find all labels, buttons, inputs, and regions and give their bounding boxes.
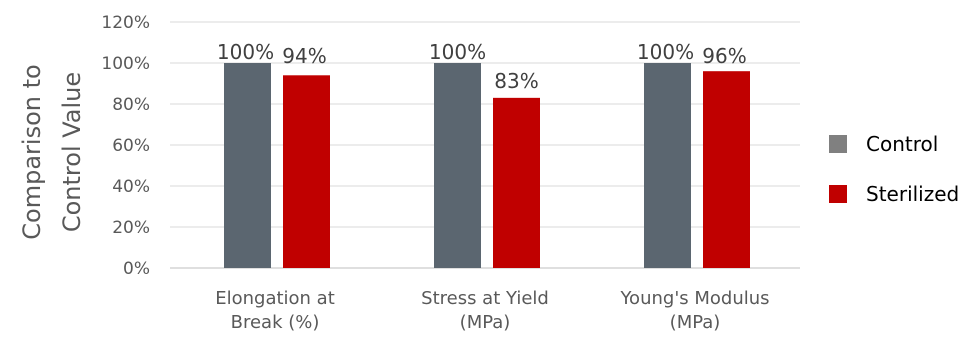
x-category-label: Young's Modulus — [619, 288, 769, 309]
legend-swatch-control — [829, 135, 847, 153]
x-axis-categories: Elongation at Break (%) Stress at Yield (MP… — [215, 288, 769, 333]
bar-sterilized — [493, 97, 540, 268]
y-tick-label: 0% — [123, 259, 150, 279]
gridlines — [170, 21, 800, 269]
x-category-label: (MPa) — [670, 312, 721, 333]
y-tick-label: 100% — [101, 54, 150, 74]
legend-label-control: Control — [866, 132, 938, 156]
data-label: 94% — [282, 44, 326, 68]
legend: Control Sterilized — [829, 132, 959, 206]
y-tick-label: 80% — [112, 95, 150, 115]
y-tick-label: 20% — [112, 218, 150, 238]
x-category-label: (MPa) — [460, 312, 511, 333]
y-axis-label: Comparison to Control Value — [18, 64, 86, 239]
y-tick-label: 40% — [112, 177, 150, 197]
bars — [224, 63, 750, 268]
bar-control — [644, 63, 691, 268]
data-label: 100% — [429, 40, 486, 64]
legend-label-sterilized: Sterilized — [866, 182, 959, 206]
data-labels: 100% 94% 100% 83% 100% 96% — [217, 40, 747, 93]
y-tick-label: 120% — [101, 13, 150, 33]
y-axis-label-line: Comparison to — [18, 64, 46, 239]
y-axis-label-line: Control Value — [58, 72, 86, 232]
y-axis-ticks: 0% 20% 40% 60% 80% 100% 120% — [101, 13, 150, 279]
bar-sterilized — [283, 75, 330, 268]
x-category-label: Stress at Yield — [421, 288, 549, 309]
data-label: 100% — [217, 40, 274, 64]
x-category-label: Break (%) — [231, 312, 320, 333]
data-label: 83% — [494, 69, 538, 93]
data-label: 96% — [702, 44, 746, 68]
data-label: 100% — [637, 40, 694, 64]
bar-sterilized — [703, 71, 750, 268]
bar-control — [224, 63, 271, 268]
y-tick-label: 60% — [112, 136, 150, 156]
x-category-label: Elongation at — [215, 288, 335, 309]
bar-control — [434, 63, 481, 268]
legend-swatch-sterilized — [829, 185, 847, 203]
